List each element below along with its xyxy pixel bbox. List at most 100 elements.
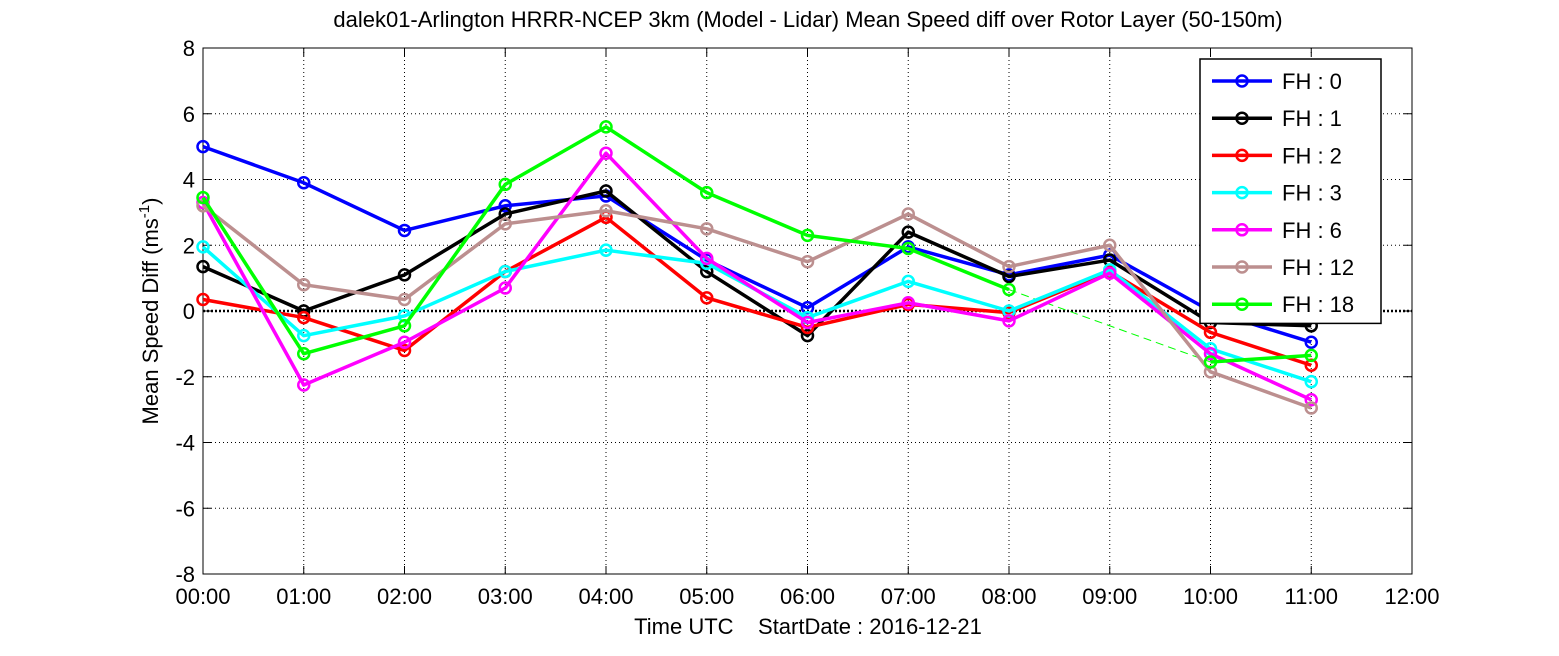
y-tick-label: -8 — [175, 562, 195, 587]
series-line — [202, 189, 1312, 338]
x-tick-label: 06:00 — [780, 584, 835, 609]
data-point — [700, 251, 714, 266]
data-point — [599, 203, 613, 218]
legend-item: FH : 6 — [1212, 218, 1342, 243]
series-fh-12 — [196, 199, 1318, 415]
x-tick-label: 02:00 — [377, 584, 432, 609]
data-point — [599, 184, 613, 198]
legend-label: FH : 12 — [1282, 255, 1354, 280]
legend-item: FH : 1 — [1212, 106, 1342, 131]
data-point — [498, 281, 512, 295]
data-point — [800, 315, 815, 330]
data-point — [297, 328, 311, 343]
legend-item: FH : 2 — [1212, 143, 1342, 168]
data-point — [498, 177, 512, 192]
x-tick-label: 00:00 — [175, 584, 230, 609]
x-tick-label: 01:00 — [276, 584, 331, 609]
series-line — [1210, 353, 1312, 364]
data-point — [1203, 346, 1218, 361]
x-tick-label: 05:00 — [679, 584, 734, 609]
data-point — [297, 378, 311, 392]
data-point — [297, 176, 311, 190]
data-point — [1002, 282, 1016, 297]
data-point — [397, 268, 412, 282]
data-point — [800, 228, 815, 243]
x-tick-label: 11:00 — [1285, 584, 1338, 609]
y-tick-label: 4 — [183, 168, 195, 193]
data-point — [700, 291, 714, 305]
legend: FH : 0 FH : 1 FH : 2 FH : 3 FH : 6 FH : 12 FH … — [1199, 58, 1382, 325]
data-point — [599, 146, 613, 160]
data-point — [599, 243, 613, 257]
series-connector-dashed — [1008, 289, 1211, 363]
legend-item: FH : 12 — [1212, 255, 1354, 280]
data-point — [1002, 259, 1016, 274]
legend-swatch-marker — [1235, 297, 1249, 311]
data-point — [196, 240, 210, 254]
x-tick-label: 12:00 — [1384, 584, 1439, 609]
y-tick-label: -2 — [175, 365, 195, 390]
data-point — [297, 346, 311, 361]
chart-title: dalek01-Arlington HRRR-NCEP 3km (Model -… — [333, 7, 1282, 32]
legend-label: FH : 1 — [1282, 106, 1342, 131]
x-tick-label: 07:00 — [881, 584, 936, 609]
data-point — [1203, 355, 1218, 369]
data-point — [1103, 238, 1117, 252]
data-point — [297, 277, 311, 292]
legend-swatch-marker — [1235, 74, 1249, 88]
x-tick-label: 10:00 — [1183, 584, 1238, 609]
legend-swatch-marker — [1235, 111, 1249, 125]
data-point — [1304, 335, 1318, 349]
legend-swatch-marker — [1235, 223, 1249, 237]
data-point — [498, 199, 512, 213]
data-point — [397, 292, 412, 307]
data-point — [901, 207, 915, 221]
data-point — [1304, 393, 1318, 407]
data-point — [196, 259, 210, 274]
data-point — [1304, 401, 1318, 415]
legend-label: FH : 0 — [1282, 69, 1342, 94]
data-point — [800, 254, 815, 269]
data-point — [196, 190, 210, 205]
series-fh-6 — [196, 146, 1318, 407]
legend-swatch-marker — [1235, 185, 1249, 200]
data-point — [599, 120, 613, 134]
data-point — [901, 274, 915, 289]
data-point — [700, 185, 714, 200]
series-line — [201, 204, 1312, 410]
data-point — [700, 264, 714, 279]
data-point — [297, 310, 311, 325]
x-tick-label: 08:00 — [981, 584, 1036, 609]
legend-label: FH : 18 — [1282, 292, 1354, 317]
data-point — [397, 223, 412, 238]
y-tick-label: 2 — [183, 233, 195, 258]
series-line — [201, 125, 1010, 356]
data-point — [498, 264, 512, 279]
y-tick-label: 0 — [183, 299, 195, 324]
data-point — [1304, 348, 1318, 363]
data-point — [1103, 266, 1117, 280]
data-point — [901, 241, 915, 256]
data-point — [196, 139, 210, 154]
legend-label: FH : 2 — [1282, 143, 1342, 168]
y-axis-label-end: ) — [138, 198, 163, 205]
y-tick-label: 8 — [183, 36, 195, 61]
data-point — [1203, 325, 1218, 340]
legend-item: FH : 0 — [1212, 69, 1342, 94]
data-point — [1002, 314, 1016, 328]
data-point — [700, 222, 714, 236]
data-point — [196, 292, 210, 307]
y-axis-label-superscript: -1 — [136, 205, 153, 218]
legend-item: FH : 3 — [1212, 181, 1342, 206]
data-point — [800, 328, 815, 343]
y-tick-label: -4 — [175, 431, 195, 456]
legend-swatch-marker — [1235, 260, 1249, 274]
x-tick-label: 04:00 — [578, 584, 633, 609]
data-point — [397, 335, 412, 349]
data-point — [397, 343, 412, 358]
legend-label: FH : 6 — [1282, 218, 1342, 243]
data-point — [901, 225, 915, 239]
legend-swatch-marker — [1235, 148, 1249, 163]
